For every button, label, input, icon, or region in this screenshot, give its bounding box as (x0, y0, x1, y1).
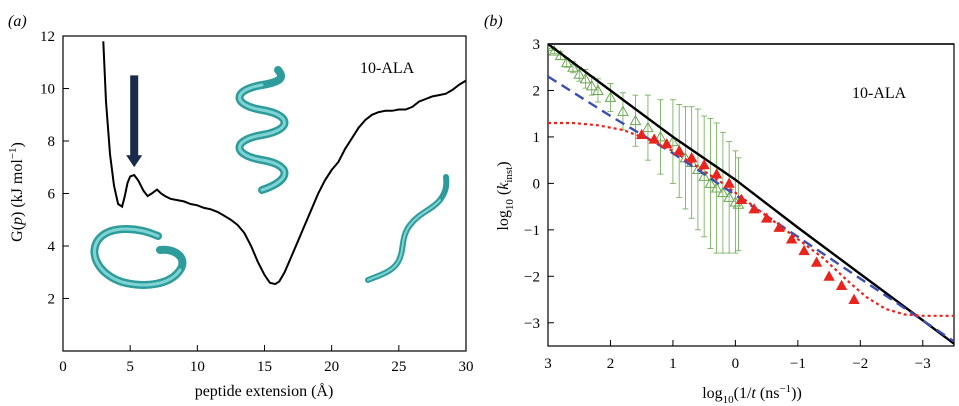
filled-triangle-point (723, 177, 735, 188)
filled-triangle-point (735, 193, 748, 205)
panel-b-y-tick-label: −1 (524, 223, 540, 239)
compact-coil-illustration (90, 225, 187, 289)
panel-b-x-tick-label: 1 (669, 356, 677, 372)
panel-b-y-tick-label: −3 (524, 316, 540, 332)
filled-triangle-point (673, 145, 685, 156)
open-triangle-point (698, 170, 711, 181)
open-triangle-point (642, 121, 654, 133)
open-triangle-point (723, 191, 735, 202)
panel-a-x-tick-label: 15 (257, 359, 272, 375)
panel-b-x-ticks: 3 2 1 0 −1 −2 −3 (544, 340, 931, 372)
free-energy-curve (102, 41, 467, 286)
filled-triangle-point (648, 133, 660, 144)
panel-b-x-tick-label: 0 (732, 356, 740, 372)
panel-a-annotation: 10-ALA (360, 60, 415, 77)
panel-b: (b) 3 2 1 0 −1 −2 −3 3 2 1 0 −1 −2 −3 10-ALA log10(1… (484, 13, 955, 406)
panel-b-label: (b) (484, 13, 503, 30)
filled-triangle-point (698, 158, 710, 170)
panel-a-y-tick-label: 4 (48, 239, 56, 255)
panel-a-x-axis-title: peptide extension (Å) (195, 382, 334, 400)
panel-a-x-ticks: 0 5 10 15 20 25 30 (59, 345, 474, 375)
filled-triangle-point (710, 168, 723, 179)
panel-a-y-tick-label: 8 (48, 134, 56, 150)
open-triangle-point (604, 91, 617, 102)
panel-a-x-tick-label: 25 (391, 359, 406, 375)
filled-triangle-point (785, 233, 798, 244)
panel-a-y-tick-label: 2 (48, 292, 56, 308)
extended-strand-illustration (365, 174, 450, 283)
open-triangle-point (579, 72, 592, 84)
filled-triangle-point (685, 152, 698, 163)
panel-b-y-tick-label: 2 (533, 83, 541, 99)
alpha-helix-illustration (235, 66, 289, 194)
open-triangle-point (617, 105, 629, 116)
panel-a-y-axis-title: G(p) (kJ mol−1) (7, 142, 26, 242)
panel-b-x-tick-label: −3 (915, 356, 931, 372)
open-triangle-point (710, 182, 723, 193)
panel-a-x-tick-label: 0 (59, 359, 67, 375)
arrow-shaft (130, 75, 139, 158)
panel-b-x-tick-label: −2 (852, 356, 868, 372)
panel-a-x-tick-label: 10 (190, 359, 205, 375)
filled-triangle-point (748, 203, 760, 214)
panel-b-y-axis-title: log10 (kinst) (495, 161, 516, 230)
panel-b-y-tick-label: 0 (533, 176, 541, 192)
panel-b-y-ticks: 3 2 1 0 −1 −2 −3 (524, 37, 554, 332)
panel-b-y-tick-label: 1 (533, 130, 541, 146)
filled-triangle-point (760, 212, 773, 223)
open-triangle-point (592, 84, 604, 95)
panel-b-plot-area (548, 44, 954, 345)
open-triangle-point (717, 186, 729, 198)
open-triangle-point (629, 114, 642, 126)
panel-a-x-tick-label: 5 (126, 359, 134, 375)
panel-b-annotation: 10-ALA (852, 85, 907, 102)
panel-b-x-tick-label: 2 (607, 356, 615, 372)
panel-b-x-tick-label: −1 (790, 356, 806, 372)
panel-a-label: (a) (8, 13, 27, 30)
panel-b-x-axis-title: log10(1/t (ns−1)) (702, 383, 802, 406)
panel-b-x-tick-label: 3 (544, 356, 552, 372)
panel-b-y-tick-label: −2 (524, 269, 540, 285)
filled-triangle-point (823, 270, 835, 281)
filled-triangle-point (810, 256, 823, 267)
panel-b-series (548, 43, 954, 345)
panel-b-y-tick-label: 3 (533, 37, 541, 53)
panel-a-y-tick-label: 12 (40, 29, 55, 45)
filled-triangle-point (773, 221, 785, 232)
open-triangle-point (704, 177, 717, 188)
arrow-head (126, 155, 143, 168)
open-triangle-point (585, 79, 598, 91)
panel-a-y-tick-label: 6 (48, 187, 56, 203)
dotted-fit-line (548, 121, 954, 317)
filled-triangle-point (660, 138, 673, 149)
panel-a-x-tick-label: 30 (459, 359, 474, 375)
panel-a-y-tick-label: 10 (40, 82, 55, 98)
barrier-arrow (126, 75, 143, 168)
filled-triangle-point (636, 128, 648, 140)
open-triangle-point (560, 56, 573, 68)
panel-a: (a) 0 5 10 15 20 25 30 2 4 6 8 10 12 10-ALA peptide… (7, 13, 474, 400)
open-triangle-point (667, 135, 679, 147)
filled-triangle-point (835, 279, 848, 291)
filled-triangle-point (798, 244, 810, 256)
panel-a-x-tick-label: 20 (324, 359, 339, 375)
open-triangle-point (654, 130, 667, 142)
open-triangle-point (573, 68, 586, 79)
open-triangle-point (567, 61, 579, 72)
filled-triangle-point (848, 293, 860, 304)
panel-a-y-ticks: 2 4 6 8 10 12 (40, 29, 69, 308)
